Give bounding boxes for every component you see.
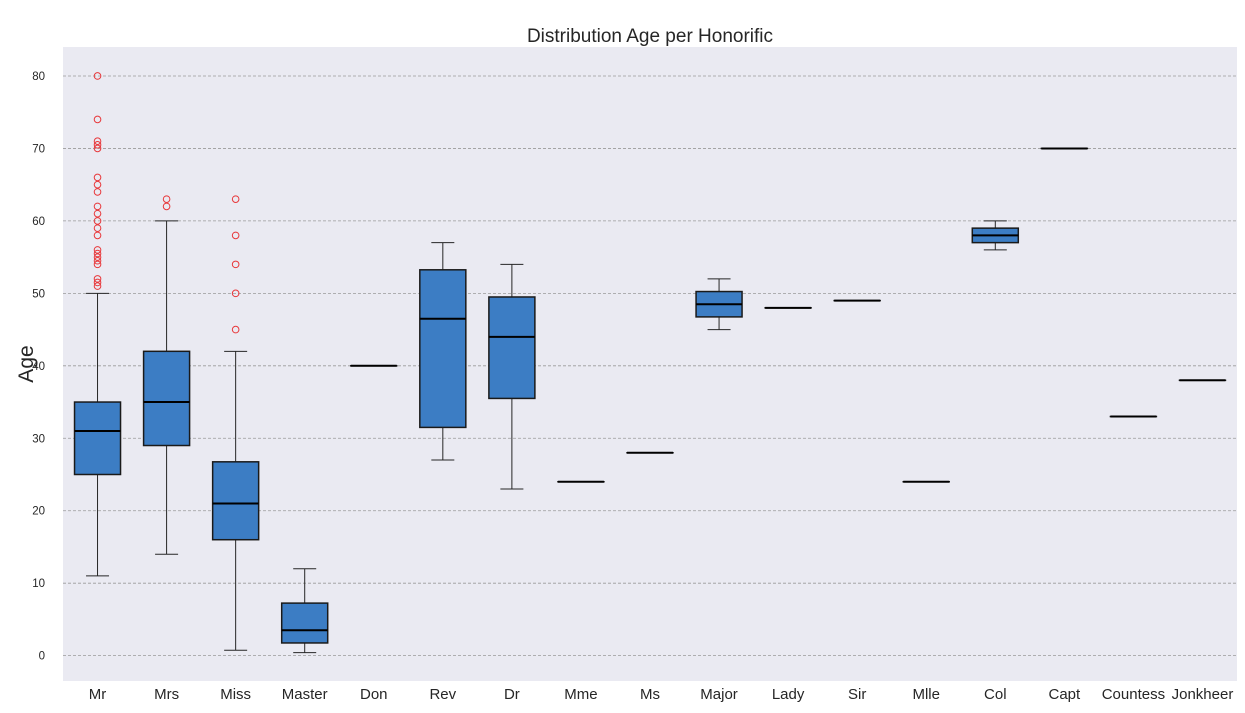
box-mrs	[142, 195, 191, 555]
outlier-point	[93, 278, 102, 287]
outlier-point	[93, 275, 102, 283]
outlier-point	[93, 173, 102, 182]
x-tick-label: Don	[360, 686, 388, 703]
outlier-point	[93, 282, 102, 290]
box-rev	[419, 242, 467, 461]
plot-area	[63, 47, 1237, 681]
outlier-point	[93, 217, 102, 225]
outlier-point	[93, 202, 102, 211]
box-mr	[73, 72, 122, 577]
outlier-point	[162, 195, 171, 203]
x-tick-label: Sir	[848, 686, 866, 703]
box-body	[142, 350, 191, 447]
y-axis-label: Age	[15, 345, 38, 382]
box-major	[695, 278, 743, 331]
x-tick-label: Dr	[504, 686, 520, 703]
box-body	[488, 296, 536, 400]
boxes	[73, 72, 1227, 654]
outlier-point	[93, 224, 102, 232]
box-body	[419, 269, 467, 429]
outlier-point	[93, 246, 102, 254]
outlier-point	[93, 231, 102, 240]
x-tick-label: Jonkheer	[1172, 686, 1234, 703]
outlier-point	[93, 137, 102, 145]
y-tick-label: 0	[39, 651, 45, 663]
box-col	[971, 220, 1020, 251]
x-tick-label: Rev	[429, 686, 456, 703]
y-tick-label: 80	[32, 71, 45, 83]
outlier-point	[93, 141, 102, 149]
x-tick-label: Master	[282, 686, 328, 703]
y-tick-label: 70	[32, 143, 45, 155]
x-tick-label: Miss	[220, 686, 251, 703]
outlier-point	[231, 231, 240, 240]
outlier-point	[93, 256, 102, 265]
box-body	[211, 461, 260, 541]
outlier-point	[93, 253, 102, 261]
x-tick-label: Major	[700, 686, 738, 703]
outlier-point	[93, 144, 102, 153]
outlier-point	[93, 180, 102, 189]
y-tick-label: 30	[32, 433, 45, 445]
box-body	[73, 401, 122, 476]
outlier-point	[231, 325, 240, 334]
outlier-point	[231, 195, 240, 203]
x-tick-label: Mrs	[154, 686, 179, 703]
y-tick-label: 60	[32, 216, 45, 228]
y-tick-label: 20	[32, 506, 45, 518]
box-master	[280, 568, 329, 654]
gridlines	[63, 75, 1237, 657]
outlier-point	[93, 72, 102, 80]
y-tick-label: 40	[32, 361, 45, 373]
outlier-point	[93, 260, 102, 269]
x-tick-label: Mlle	[912, 686, 940, 703]
outlier-point	[93, 188, 102, 196]
outlier-point	[93, 209, 102, 218]
box-body	[280, 602, 329, 644]
x-tick-label: Lady	[772, 686, 805, 703]
x-tick-label: Mme	[564, 686, 597, 703]
box-dr	[488, 263, 536, 490]
x-tick-label: Mr	[89, 686, 107, 703]
x-tick-label: Col	[984, 686, 1007, 703]
outlier-point	[231, 289, 240, 298]
y-tick-label: 10	[32, 578, 45, 590]
chart-title: Distribution Age per Honorific	[527, 26, 773, 47]
outlier-point	[162, 202, 171, 211]
y-tick-label: 50	[32, 288, 45, 300]
outlier-point	[231, 260, 240, 269]
x-tick-label: Ms	[640, 686, 660, 703]
box-miss	[211, 195, 260, 651]
y-axis-ticks: 0 10 20 30 40 50 60 70 80	[32, 71, 45, 663]
x-tick-label: Capt	[1049, 686, 1082, 703]
outlier-point	[93, 115, 102, 124]
x-axis-ticks: Mr Mrs Miss Master Don Rev Dr Mme Ms Major Lady Sir…	[89, 686, 1234, 703]
outlier-point	[93, 249, 102, 258]
x-tick-label: Countess	[1102, 686, 1165, 703]
